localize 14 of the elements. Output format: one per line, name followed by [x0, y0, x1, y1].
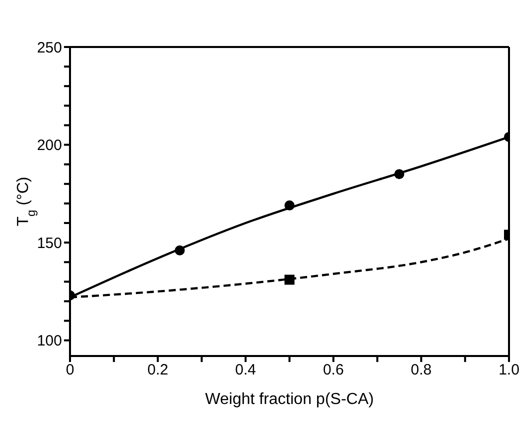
x-tick-label: 0.8: [410, 362, 432, 379]
y-tick-label: 150: [36, 234, 62, 252]
y-tick-label: 200: [36, 137, 62, 154]
x-tick-label: 0.2: [147, 362, 168, 379]
y-tick-label: 100: [36, 332, 62, 350]
x-tick-label: 0.4: [235, 362, 256, 379]
x-tick-label: 0: [66, 362, 74, 379]
x-axis-title: Weight fraction p(S-CA): [205, 391, 374, 408]
point: [394, 169, 404, 180]
x-tick-label: 0.6: [322, 362, 344, 379]
y-tick-label: 250: [36, 39, 62, 56]
point: [284, 200, 294, 210]
x-tick-label: 1.0: [498, 362, 520, 379]
point: [174, 245, 185, 256]
